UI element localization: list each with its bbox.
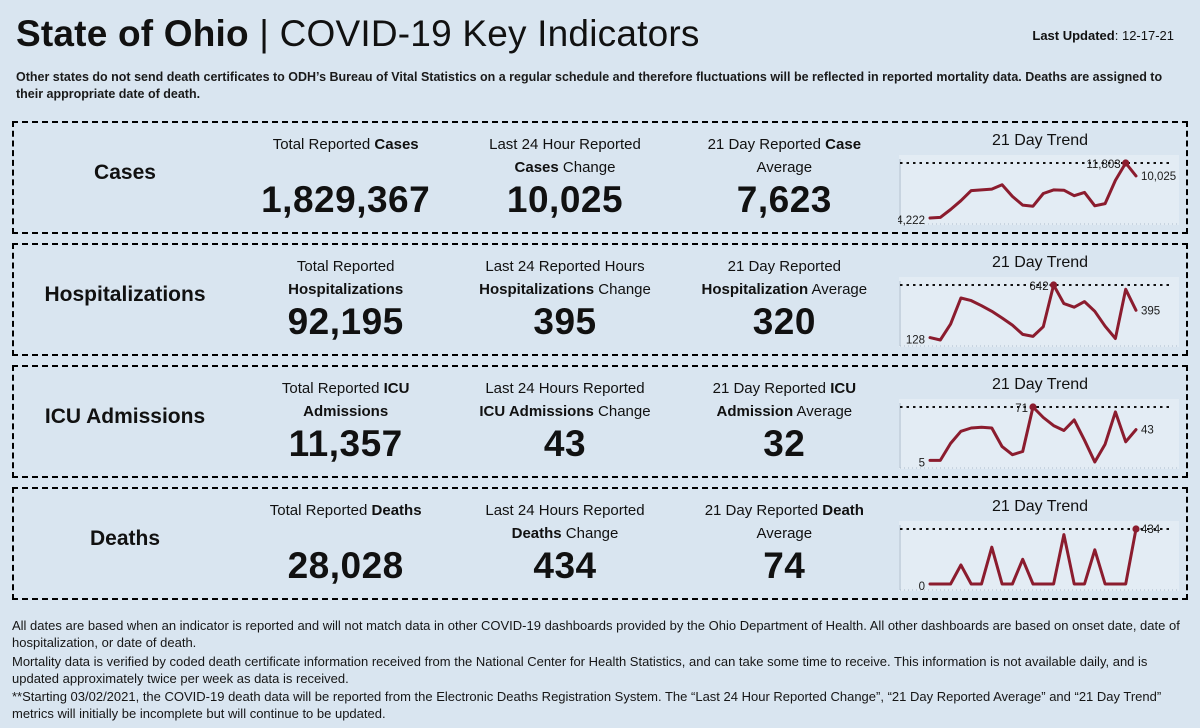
cases-trend-end-label: 10,025 [1141, 171, 1176, 183]
page-title-subject: | COVID-19 Key Indicators [248, 13, 700, 54]
row-label-cases: Cases [94, 160, 156, 184]
deaths-change-24h-stat: Last 24 Hours Reported Deaths Change 434 [455, 489, 674, 598]
cases-change-24h-stat: Last 24 Hour Reported Cases Change 10,025 [455, 123, 674, 232]
icu-admissions-trend-sparkline: 5 71 43 [898, 399, 1179, 469]
hospitalizations-avg-21day-stat: 21 Day Reported Hospitalization Average 32… [675, 245, 894, 354]
cases-avg-21day-stat: 21 Day Reported Case Average 7,623 [675, 123, 894, 232]
hospitalizations-trend-end-label: 395 [1141, 305, 1160, 317]
page-title-state: State of Ohio [16, 13, 249, 54]
cases-trend: 21 Day Trend 4,222 11,803 10,025 [894, 123, 1186, 232]
deaths-total-heading: Total Reported Deaths [269, 502, 422, 519]
last-updated-value: : 12-17-21 [1114, 28, 1174, 43]
cases-total-value: 1,829,367 [261, 179, 431, 220]
page-title: State of Ohio | COVID-19 Key Indicators [16, 13, 700, 55]
deaths-total-stat: Total Reported Deaths 28,028 [236, 489, 455, 598]
hospitalizations-avg-21day-value: 320 [752, 301, 816, 342]
row-label-deaths: Deaths [89, 526, 161, 550]
hospitalizations-trend-max-label: 642 [1029, 281, 1048, 293]
cases-avg-21day-value: 7,623 [736, 179, 832, 220]
last-updated-label: Last Updated [1032, 28, 1115, 43]
indicator-row-deaths: Deaths Total Reported Deaths 28,028 Last 24… [12, 487, 1188, 600]
footer-note-2: Mortality data is verified by coded deat… [12, 653, 1148, 686]
hospitalizations-trend: 21 Day Trend 128 642 395 [894, 245, 1186, 354]
hospitalizations-total-value: 92,195 [287, 301, 404, 342]
icu-admissions-total-heading: Total Reported ICU Admissions [281, 380, 410, 420]
deaths-trend: 21 Day Trend 0 434 [894, 489, 1186, 598]
cases-avg-21day-heading: 21 Day Reported Case Average [707, 136, 862, 176]
deaths-trend-title: 21 Day Trend [991, 498, 1089, 515]
icu-admissions-change-24h-heading: Last 24 Hours Reported ICU Admissions Cha… [479, 380, 651, 420]
row-label-hospitalizations: Hospitalizations [44, 282, 206, 306]
cases-trend-start-label: 4,222 [898, 215, 925, 227]
deaths-avg-21day-stat: 21 Day Reported Death Average 74 [675, 489, 894, 598]
hospitalizations-trend-start-label: 128 [906, 335, 925, 347]
hospitalizations-change-24h-value: 395 [533, 301, 597, 342]
deaths-trend-end-label: 434 [1141, 524, 1161, 536]
icu-admissions-trend-title: 21 Day Trend [991, 376, 1089, 393]
indicator-row-icu-admissions: ICU Admissions Total Reported ICU Admissio… [12, 365, 1188, 478]
cases-trend-sparkline: 4,222 11,803 10,025 [898, 155, 1179, 227]
icu-admissions-trend: 21 Day Trend 5 71 43 [894, 367, 1186, 476]
icu-admissions-avg-21day-value: 32 [763, 423, 806, 464]
icu-admissions-total-stat: Total Reported ICU Admissions 11,357 [236, 367, 455, 476]
cases-total-heading: Total Reported Cases [272, 136, 419, 153]
hospitalizations-change-24h-heading: Last 24 Reported Hours Hospitalizations C… [479, 258, 651, 298]
indicator-row-hospitalizations: Hospitalizations Total Reported Hospitaliz… [12, 243, 1188, 356]
deaths-total-value: 28,028 [287, 545, 404, 586]
hospitalizations-total-stat: Total Reported Hospitalizations 92,195 [236, 245, 455, 354]
icu-admissions-trend-end-label: 43 [1141, 425, 1154, 437]
icu-admissions-change-24h-stat: Last 24 Hours Reported ICU Admissions Cha… [455, 367, 674, 476]
icu-admissions-avg-21day-heading: 21 Day Reported ICU Admission Average [712, 380, 857, 420]
deaths-trend-start-label: 0 [919, 581, 925, 593]
hospitalizations-total-heading: Total Reported Hospitalizations [288, 258, 404, 298]
cases-trend-max-label: 11,803 [1086, 159, 1120, 171]
hospitalizations-avg-21day-heading: 21 Day Reported Hospitalization Average [701, 258, 868, 298]
deaths-avg-21day-heading: 21 Day Reported Death Average [704, 502, 864, 542]
hospitalizations-change-24h-stat: Last 24 Reported Hours Hospitalizations C… [455, 245, 674, 354]
header: State of Ohio | COVID-19 Key Indicators … [0, 0, 1200, 55]
row-label-icu-admissions: ICU Admissions [44, 404, 206, 428]
hospitalizations-trend-title: 21 Day Trend [991, 254, 1089, 271]
deaths-avg-21day-value: 74 [763, 545, 806, 586]
cases-change-24h-heading: Last 24 Hour Reported Cases Change [489, 136, 641, 176]
deaths-change-24h-heading: Last 24 Hours Reported Deaths Change [485, 502, 645, 542]
cases-trend-title: 21 Day Trend [991, 132, 1089, 149]
icu-admissions-trend-max-label: 71 [1015, 403, 1028, 415]
indicator-rows: Cases Total Reported Cases 1,829,367 Last 2… [12, 121, 1188, 609]
hospitalizations-trend-sparkline: 128 642 395 [898, 277, 1179, 347]
indicator-row-cases: Cases Total Reported Cases 1,829,367 Last 2… [12, 121, 1188, 234]
icu-admissions-trend-start-label: 5 [919, 457, 925, 469]
icu-admissions-avg-21day-stat: 21 Day Reported ICU Admission Average 32 [675, 367, 894, 476]
last-updated: Last Updated: 12-17-21 [1032, 28, 1180, 43]
icu-admissions-total-value: 11,357 [288, 423, 403, 464]
footer-note-3: **Starting 03/02/2021, the COVID-19 deat… [12, 689, 1162, 722]
icu-admissions-change-24h-value: 43 [543, 423, 587, 464]
cases-change-24h-value: 10,025 [506, 179, 624, 220]
deaths-trend-sparkline: 0 434 [898, 521, 1179, 593]
cases-total-stat: Total Reported Cases 1,829,367 [236, 123, 455, 232]
deaths-change-24h-value: 434 [533, 545, 597, 586]
footer-note-1: All dates are based when an indicator is… [12, 618, 1180, 651]
mortality-disclaimer: Other states do not send death certifica… [16, 69, 1163, 101]
footer-notes: All dates are based when an indicator is… [12, 617, 1190, 724]
